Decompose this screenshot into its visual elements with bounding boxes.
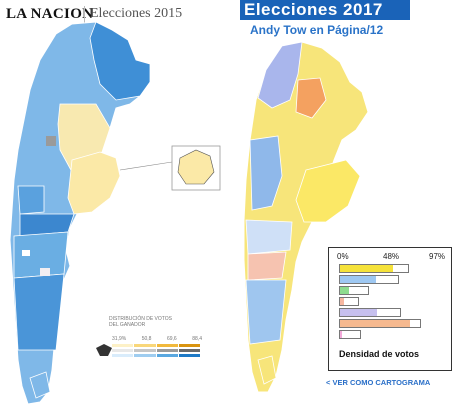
- tierra-del-fuego-2015: [29, 371, 51, 399]
- legend-tick: 50,8: [141, 336, 152, 342]
- view-cartogram-link[interactable]: < VER COMO CARTOGRAMA: [326, 378, 431, 387]
- legend-swatch: [156, 344, 178, 347]
- northwest-region-2017: [257, 41, 303, 109]
- inset-connector: [119, 161, 173, 171]
- density-tick: 0%: [337, 252, 349, 261]
- legend-swatch: [112, 349, 134, 352]
- density-label: Densidad de votos: [339, 349, 420, 359]
- argentina-map-2017[interactable]: [236, 0, 474, 418]
- legend-swatch: [156, 349, 178, 352]
- neuquen-2015: [17, 185, 45, 215]
- density-bar-fill: [340, 331, 343, 338]
- pale-district-2015b: [22, 250, 30, 256]
- density-bar-fill: [340, 298, 344, 305]
- density-bar: [339, 330, 361, 339]
- legend-ticks: 31,9% 50,8 69,6 88,4: [112, 336, 202, 342]
- right-subtitle: Andy Tow en Página/12: [250, 23, 384, 37]
- legend-swatch: [112, 354, 134, 357]
- legend-tick: 88,4: [192, 336, 202, 342]
- cuyo-region-2017: [249, 135, 283, 211]
- grey-district-2015: [46, 136, 56, 146]
- density-bar-fill: [340, 287, 349, 294]
- legend-swatch: [178, 349, 200, 352]
- vote-density-legend: 0% 48% 97% Densidad de votos: [328, 247, 452, 371]
- density-tick: 48%: [383, 252, 400, 261]
- ba-inset-map: [177, 149, 215, 185]
- legend-map-icon: [96, 344, 112, 356]
- legend-swatch: [112, 344, 134, 347]
- density-bar: [339, 297, 359, 306]
- pale-district-2015: [40, 268, 50, 276]
- legend-swatch: [134, 349, 156, 352]
- santa-cruz-2015: [13, 273, 65, 351]
- legend-swatch: [156, 354, 178, 357]
- right-title: Elecciones 2017: [240, 0, 410, 20]
- density-bar-fill: [340, 309, 378, 316]
- legend-swatch: [134, 344, 156, 347]
- legend-swatch: [178, 344, 200, 347]
- buenos-aires-2015: [67, 151, 121, 215]
- left-subtitle: Elecciones 2015: [90, 6, 183, 21]
- density-bar: [339, 286, 369, 295]
- patagonia-south-2017: [245, 279, 287, 345]
- density-bar-fill: [340, 276, 376, 283]
- patagonia-pink-2017: [247, 251, 287, 281]
- la-nacion-logo: LA NACION: [6, 6, 94, 22]
- legend-swatch: [178, 354, 200, 357]
- buenos-aires-2017: [295, 159, 361, 223]
- density-bar: [339, 319, 421, 328]
- left-map-panel: LA NACION Elecciones 2015 DISTRIBUCIÓN D…: [0, 0, 236, 418]
- header-divider: [84, 6, 85, 23]
- density-bar: [339, 275, 399, 284]
- northeast-region-2015: [89, 21, 151, 101]
- legend-tick: 69,6: [166, 336, 177, 342]
- legend-row-grey: [112, 349, 200, 352]
- argentina-map-2015[interactable]: [0, 0, 236, 418]
- legend-row-yellow: [112, 344, 200, 347]
- density-tick: 97%: [429, 252, 446, 261]
- orange-district-2017: [295, 77, 327, 119]
- legend-swatch: [134, 354, 156, 357]
- legend-row-blue: [112, 354, 200, 357]
- density-bar-fill: [340, 320, 411, 327]
- tierra-del-fuego-2017: [257, 355, 277, 385]
- density-bar: [339, 264, 409, 273]
- density-bar: [339, 308, 401, 317]
- right-map-panel: Elecciones 2017 Andy Tow en Página/12 0%…: [236, 0, 474, 418]
- legend-title: DISTRIBUCIÓN DE VOTOS DEL GANADOR: [109, 316, 172, 328]
- legend-tick: 31,9%: [112, 336, 127, 342]
- patagonia-north-2017: [245, 219, 293, 255]
- density-bar-fill: [340, 265, 394, 272]
